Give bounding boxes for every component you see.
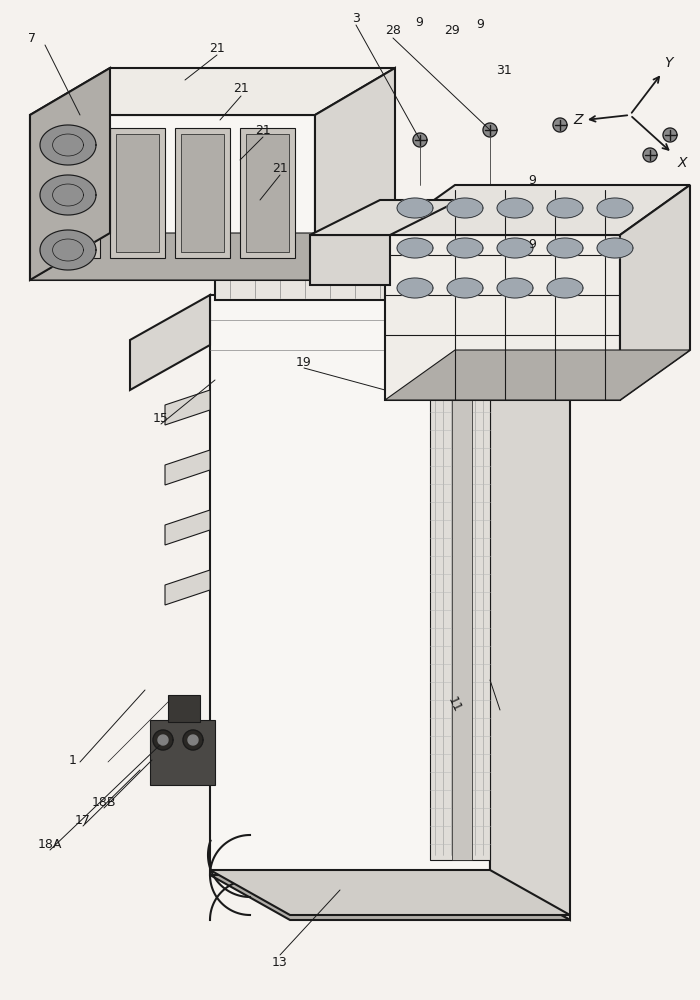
Polygon shape (188, 735, 198, 745)
Text: 15: 15 (153, 412, 169, 424)
Polygon shape (165, 510, 210, 545)
Polygon shape (385, 185, 690, 235)
Polygon shape (30, 115, 315, 280)
Polygon shape (597, 238, 633, 258)
Polygon shape (547, 238, 583, 258)
Polygon shape (447, 238, 483, 258)
Text: 31: 31 (496, 64, 512, 77)
Polygon shape (181, 134, 224, 252)
Text: 21: 21 (209, 41, 225, 54)
Text: 19: 19 (296, 356, 312, 368)
Polygon shape (483, 123, 497, 137)
Polygon shape (315, 68, 395, 280)
Polygon shape (310, 200, 460, 235)
Polygon shape (497, 238, 533, 258)
Polygon shape (51, 134, 94, 252)
Polygon shape (413, 133, 427, 147)
Polygon shape (240, 128, 295, 258)
Polygon shape (643, 148, 657, 162)
Text: 1: 1 (69, 754, 77, 766)
Text: 9: 9 (476, 18, 484, 31)
Text: 29: 29 (444, 23, 460, 36)
Polygon shape (452, 305, 472, 860)
Polygon shape (430, 305, 490, 860)
Text: 21: 21 (272, 161, 288, 174)
Polygon shape (310, 235, 390, 285)
Polygon shape (385, 350, 690, 400)
Polygon shape (500, 270, 575, 340)
Polygon shape (547, 278, 583, 298)
Polygon shape (130, 295, 210, 390)
Polygon shape (116, 134, 159, 252)
Polygon shape (447, 198, 483, 218)
Polygon shape (210, 875, 570, 920)
Polygon shape (165, 390, 210, 425)
Polygon shape (40, 230, 96, 270)
Polygon shape (30, 68, 395, 115)
Polygon shape (553, 118, 567, 132)
Text: Z: Z (573, 113, 582, 127)
Polygon shape (497, 198, 533, 218)
Polygon shape (490, 295, 570, 920)
Polygon shape (447, 278, 483, 298)
Text: 21: 21 (233, 82, 249, 95)
Polygon shape (215, 270, 500, 300)
Polygon shape (210, 295, 490, 875)
Polygon shape (620, 185, 690, 400)
Polygon shape (385, 235, 620, 400)
Text: 9: 9 (528, 238, 536, 251)
Text: 7: 7 (28, 31, 36, 44)
Polygon shape (30, 68, 110, 280)
Text: 28: 28 (385, 23, 401, 36)
Text: Y: Y (664, 56, 672, 70)
Text: X: X (678, 156, 687, 170)
Polygon shape (397, 238, 433, 258)
Polygon shape (497, 278, 533, 298)
Polygon shape (397, 278, 433, 298)
Polygon shape (183, 730, 203, 750)
Polygon shape (40, 125, 96, 165)
Text: 17: 17 (75, 814, 91, 826)
Polygon shape (663, 128, 677, 142)
Polygon shape (165, 570, 210, 605)
Polygon shape (397, 198, 433, 218)
Polygon shape (40, 175, 96, 215)
Polygon shape (246, 134, 289, 252)
Text: 9: 9 (528, 174, 536, 186)
Text: 18A: 18A (38, 838, 62, 852)
Polygon shape (597, 198, 633, 218)
Polygon shape (168, 695, 200, 722)
Polygon shape (153, 730, 173, 750)
Text: 9: 9 (415, 15, 423, 28)
Polygon shape (165, 450, 210, 485)
Text: 11: 11 (444, 695, 463, 715)
Polygon shape (175, 128, 230, 258)
Polygon shape (30, 233, 395, 280)
Polygon shape (158, 735, 168, 745)
Text: 13: 13 (272, 956, 288, 968)
Polygon shape (110, 128, 165, 258)
Polygon shape (45, 128, 100, 258)
Text: 21: 21 (255, 123, 271, 136)
Polygon shape (547, 198, 583, 218)
Polygon shape (210, 870, 570, 915)
Text: 18B: 18B (92, 796, 116, 808)
Text: 3: 3 (352, 11, 360, 24)
Polygon shape (150, 720, 215, 785)
